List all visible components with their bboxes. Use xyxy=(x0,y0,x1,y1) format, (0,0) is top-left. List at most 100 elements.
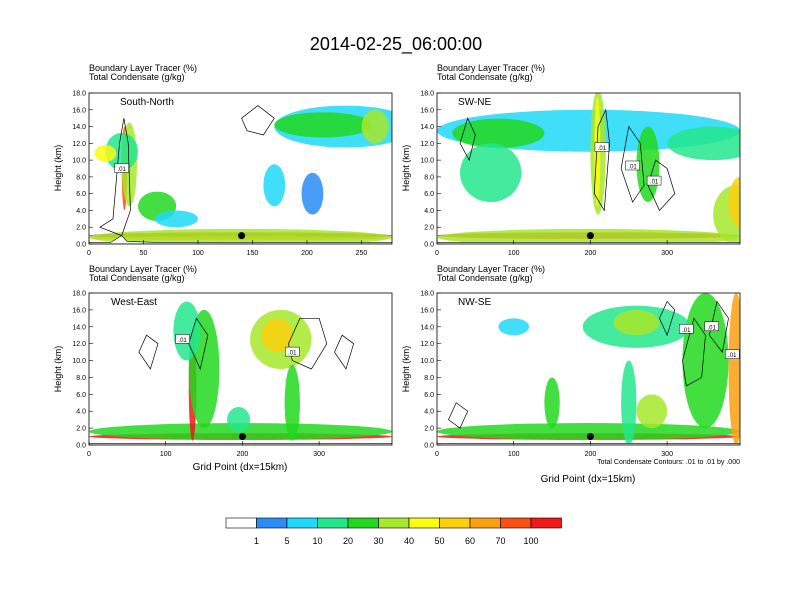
tracer-fill xyxy=(728,176,740,228)
terrain xyxy=(437,443,740,445)
contour-label-box xyxy=(285,346,300,357)
condensate-contour xyxy=(620,125,645,203)
colorbar-swatch xyxy=(347,517,379,529)
y-tick-label: 0.0 xyxy=(76,443,86,450)
panel-sw-ne: Boundary Layer Tracer (%) Total Condensa… xyxy=(401,63,741,258)
y-tick-label: 8.0 xyxy=(424,174,434,181)
colorbar-swatch xyxy=(256,517,288,529)
x-axis-label: Grid Point (dx=15km) xyxy=(541,474,636,485)
contour-label-box xyxy=(175,334,190,344)
condensate-contour xyxy=(188,317,209,371)
x-tick-label: 100 xyxy=(192,250,204,257)
condensate-contour xyxy=(708,300,729,353)
panel-subtitle: Total Condensate (g/kg) xyxy=(89,72,185,82)
panel-subtitle: Total Condensate (g/kg) xyxy=(89,273,185,283)
plot-area: .01 .01 .01 xyxy=(437,293,740,445)
figure-title: 2014-02-25_06:00:00 xyxy=(310,34,482,55)
y-tick-label: 16.0 xyxy=(420,307,434,314)
condensate-contour xyxy=(334,334,355,370)
axes: 0 100 200 300 0.0 2.0 4.0 6.0 8.0 10.0 12.0 14.0 16.… xyxy=(72,291,325,459)
colorbar-swatch xyxy=(408,517,440,529)
tracer-fill xyxy=(544,377,560,429)
x-tick-label: 300 xyxy=(661,451,673,458)
x-tick-label: 100 xyxy=(508,250,520,257)
y-tick-label: 2.0 xyxy=(76,426,86,433)
tracer-fill xyxy=(667,126,740,161)
colorbar-label: 30 xyxy=(373,536,383,546)
contour-label: .01 xyxy=(728,353,737,359)
contour-label: .01 xyxy=(598,146,607,152)
tracer-fill xyxy=(636,394,668,429)
y-tick-label: 16.0 xyxy=(72,107,86,114)
x-tick-label: 200 xyxy=(585,451,597,458)
x-tick-label: 300 xyxy=(661,250,673,257)
tracer-fill xyxy=(284,364,300,441)
contour-label: .01 xyxy=(118,167,127,173)
y-tick-label: 12.0 xyxy=(420,341,434,348)
colorbar-label: 70 xyxy=(495,536,505,546)
tracer-fill xyxy=(452,118,545,148)
tracer-fill xyxy=(173,301,201,361)
y-tick-label: 16.0 xyxy=(72,307,86,314)
x-tick-label: 50 xyxy=(140,250,148,257)
panel-title: Boundary Layer Tracer (%) xyxy=(437,264,545,274)
x-tick-label: 0 xyxy=(435,250,439,257)
axes: 0 100 200 300 0.0 2.0 4.0 6.0 8.0 10.0 12.0 14.0 16.… xyxy=(420,91,673,258)
tracer-fill xyxy=(261,318,293,353)
location-marker xyxy=(238,433,246,441)
location-marker xyxy=(586,433,594,441)
colorbar-swatch xyxy=(378,517,410,529)
tracer-fill xyxy=(728,293,740,445)
y-tick-label: 14.0 xyxy=(72,324,86,331)
y-axis-label: Height (km) xyxy=(53,145,63,192)
plot-area: .01 xyxy=(89,105,392,244)
location-marker xyxy=(238,232,246,240)
y-tick-label: 14.0 xyxy=(420,324,434,331)
colorbar-swatch xyxy=(317,517,349,529)
contour-label-box xyxy=(646,175,662,186)
colorbar-label: 60 xyxy=(465,536,475,546)
y-tick-label: 2.0 xyxy=(76,225,86,232)
colorbar: 1 5 10 20 30 40 50 60 70 100 xyxy=(225,517,562,546)
panel-title: Boundary Layer Tracer (%) xyxy=(437,63,545,73)
colorbar-label: 5 xyxy=(284,536,289,546)
condensate-contour xyxy=(448,402,469,429)
y-tick-label: 4.0 xyxy=(424,208,434,215)
contour-label: .01 xyxy=(288,351,297,357)
condensate-contour xyxy=(459,117,476,162)
contour-label: .01 xyxy=(707,325,716,331)
y-tick-label: 18.0 xyxy=(72,91,86,98)
y-tick-label: 12.0 xyxy=(72,341,86,348)
x-tick-label: 0 xyxy=(435,451,439,458)
y-tick-label: 0.0 xyxy=(424,242,434,249)
y-tick-label: 6.0 xyxy=(76,392,86,399)
y-tick-label: 10.0 xyxy=(420,158,434,165)
tracer-fill xyxy=(263,164,286,207)
axes: 0 100 200 300 0.0 2.0 4.0 6.0 8.0 10.0 12.0 14.0 16.… xyxy=(420,291,673,459)
tracer-fill xyxy=(301,172,324,215)
x-tick-label: 200 xyxy=(585,250,597,257)
section-label: SW-NE xyxy=(458,97,491,108)
y-tick-label: 16.0 xyxy=(420,107,434,114)
y-tick-label: 4.0 xyxy=(76,208,86,215)
contour-label-box xyxy=(725,349,740,359)
colorbar-label: 1 xyxy=(254,536,259,546)
colorbar-swatch xyxy=(530,517,562,529)
y-tick-label: 14.0 xyxy=(420,124,434,131)
x-tick-label: 200 xyxy=(237,451,249,458)
colorbar-swatch xyxy=(286,517,318,529)
condensate-contour xyxy=(241,105,275,136)
condensate-contour xyxy=(593,108,610,212)
x-tick-label: 100 xyxy=(508,451,520,458)
tracer-fill xyxy=(460,143,522,203)
x-tick-label: 100 xyxy=(160,451,172,458)
plot-frame xyxy=(436,292,741,446)
panel-subtitle: Total Condensate (g/kg) xyxy=(437,273,533,283)
panel-title: Boundary Layer Tracer (%) xyxy=(89,264,197,274)
y-axis-label: Height (km) xyxy=(53,346,63,393)
y-tick-label: 8.0 xyxy=(76,375,86,382)
y-tick-label: 18.0 xyxy=(420,91,434,98)
section-label: South-North xyxy=(120,97,174,108)
y-tick-label: 18.0 xyxy=(420,291,434,298)
panel-title: Boundary Layer Tracer (%) xyxy=(89,63,197,73)
